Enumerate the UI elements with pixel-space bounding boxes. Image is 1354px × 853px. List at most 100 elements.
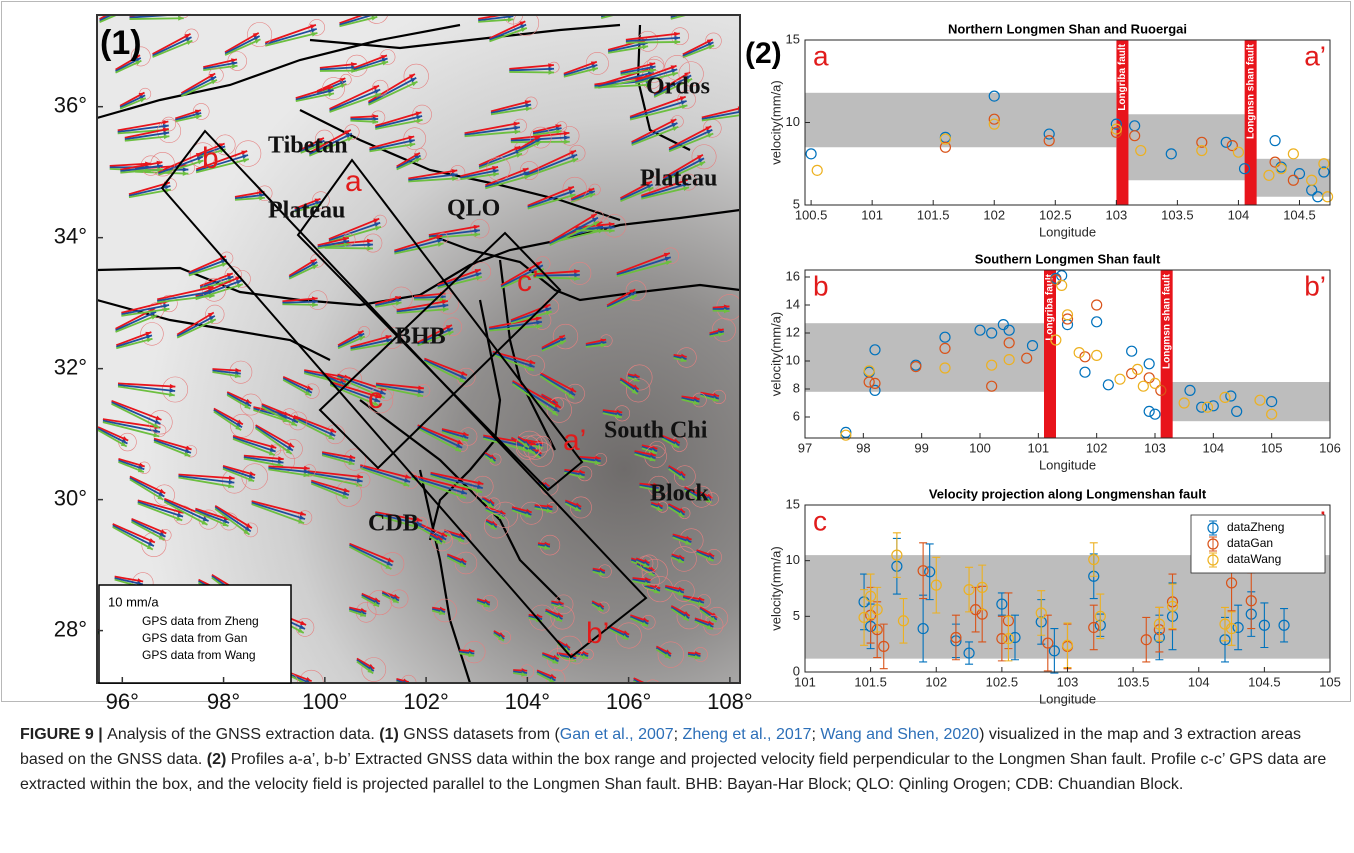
arrow-head bbox=[416, 517, 423, 523]
arrow-head bbox=[677, 558, 684, 563]
arrow-shaft bbox=[128, 181, 171, 196]
error-bar bbox=[965, 641, 974, 665]
arrow-shaft bbox=[539, 372, 577, 393]
arrow-shaft bbox=[224, 38, 261, 56]
arrow-shaft bbox=[115, 310, 157, 332]
arrow-shaft bbox=[188, 262, 228, 277]
x-tick-label: 101.5 bbox=[917, 207, 950, 222]
arrow-shaft bbox=[437, 272, 482, 288]
data-point bbox=[1225, 577, 1238, 589]
data-point bbox=[963, 584, 975, 596]
arrow-head bbox=[652, 487, 659, 492]
arrow-shaft bbox=[353, 60, 389, 72]
arrow-shaft bbox=[295, 92, 335, 103]
data-point bbox=[1143, 405, 1155, 417]
arrow-shaft bbox=[224, 35, 261, 55]
data-point bbox=[897, 615, 910, 627]
arrow-head bbox=[162, 120, 169, 125]
legend-swatch bbox=[1207, 522, 1219, 534]
arrow-shaft bbox=[328, 221, 381, 242]
arrow-head bbox=[235, 425, 242, 431]
arrow-head bbox=[642, 44, 649, 50]
error-ellipse bbox=[626, 364, 653, 391]
arrow-head bbox=[208, 289, 215, 295]
arrow-head bbox=[437, 238, 443, 244]
arrow-head bbox=[641, 621, 648, 627]
arrow-shaft bbox=[224, 32, 260, 53]
arrow-shaft bbox=[295, 85, 334, 100]
arrow-shaft bbox=[222, 468, 255, 483]
arrow-shaft bbox=[264, 24, 317, 44]
error-ellipse bbox=[645, 176, 660, 190]
error-ellipse bbox=[208, 67, 224, 83]
x-tick-label: 100.5 bbox=[795, 207, 828, 222]
arrow-shaft bbox=[255, 424, 295, 448]
arrow-shaft bbox=[701, 110, 740, 120]
arrow-shaft bbox=[369, 139, 415, 151]
arrow-head bbox=[707, 556, 714, 561]
arrow-head bbox=[590, 213, 597, 219]
arrow-head bbox=[146, 337, 153, 343]
citation-link[interactable]: Wang and Shen, 2020 bbox=[820, 726, 980, 743]
arrow-shaft bbox=[307, 473, 363, 487]
arrow-head bbox=[147, 541, 154, 547]
citation-link[interactable]: Zheng et al., 2017 bbox=[682, 726, 812, 743]
data-point bbox=[891, 549, 903, 561]
region-label: BHB bbox=[395, 324, 446, 350]
error-bar bbox=[892, 532, 901, 578]
arrow-head bbox=[705, 126, 712, 131]
data-point bbox=[1126, 345, 1138, 357]
x-tick-label: 104 bbox=[1188, 674, 1210, 689]
arrow-head bbox=[712, 397, 719, 402]
arrow-shaft bbox=[178, 473, 235, 480]
arrow-shaft bbox=[369, 135, 415, 150]
arrow-head bbox=[392, 598, 399, 603]
data-point bbox=[1184, 384, 1196, 396]
arrow-shaft bbox=[176, 315, 216, 337]
data-point bbox=[917, 622, 929, 635]
error-ellipse bbox=[691, 144, 717, 170]
arrow-shaft bbox=[222, 466, 255, 479]
citation-link[interactable]: Gan et al., 2007 bbox=[559, 726, 674, 743]
data-point bbox=[1275, 163, 1287, 175]
data-point bbox=[996, 598, 1008, 610]
fault-bar bbox=[1160, 270, 1173, 438]
data-point bbox=[1050, 334, 1062, 346]
arrow-shaft bbox=[349, 544, 393, 567]
profile-end-label: a’ bbox=[1304, 40, 1326, 71]
map-x-tick-label: 98° bbox=[207, 689, 240, 712]
arrow-head bbox=[593, 221, 600, 227]
arrow-shaft bbox=[131, 517, 167, 535]
y-tick-label: 0 bbox=[793, 663, 800, 678]
data-point bbox=[1220, 136, 1232, 148]
arrow-head bbox=[134, 55, 141, 60]
arrow-head bbox=[572, 158, 579, 163]
data-point bbox=[1102, 379, 1114, 391]
arrow-head bbox=[476, 484, 483, 489]
error-bar bbox=[1089, 604, 1098, 651]
error-ellipse bbox=[657, 641, 684, 668]
arrow-shaft bbox=[117, 124, 169, 133]
arrow-shaft bbox=[353, 54, 388, 69]
arrow-head bbox=[525, 106, 532, 112]
arrow-shaft bbox=[214, 508, 251, 536]
data-point bbox=[1266, 396, 1278, 408]
arrow-head bbox=[553, 406, 560, 412]
arrow-shaft bbox=[369, 143, 416, 153]
error-ellipse bbox=[546, 397, 572, 423]
arrow-shaft bbox=[99, 15, 119, 23]
arrow-head bbox=[160, 529, 167, 534]
error-bar bbox=[1037, 590, 1046, 636]
arrow-shaft bbox=[120, 161, 163, 171]
arrow-shaft bbox=[460, 169, 499, 179]
arrow-shaft bbox=[423, 359, 467, 380]
arrow-shaft bbox=[411, 477, 467, 499]
arrow-head bbox=[415, 524, 422, 530]
error-ellipse bbox=[312, 191, 330, 209]
arrow-head bbox=[568, 190, 575, 195]
arrow-shaft bbox=[478, 145, 521, 167]
arrow-shaft bbox=[417, 330, 454, 347]
data-point bbox=[1143, 358, 1155, 370]
data-point bbox=[1091, 299, 1103, 311]
arrow-shaft bbox=[308, 129, 352, 154]
